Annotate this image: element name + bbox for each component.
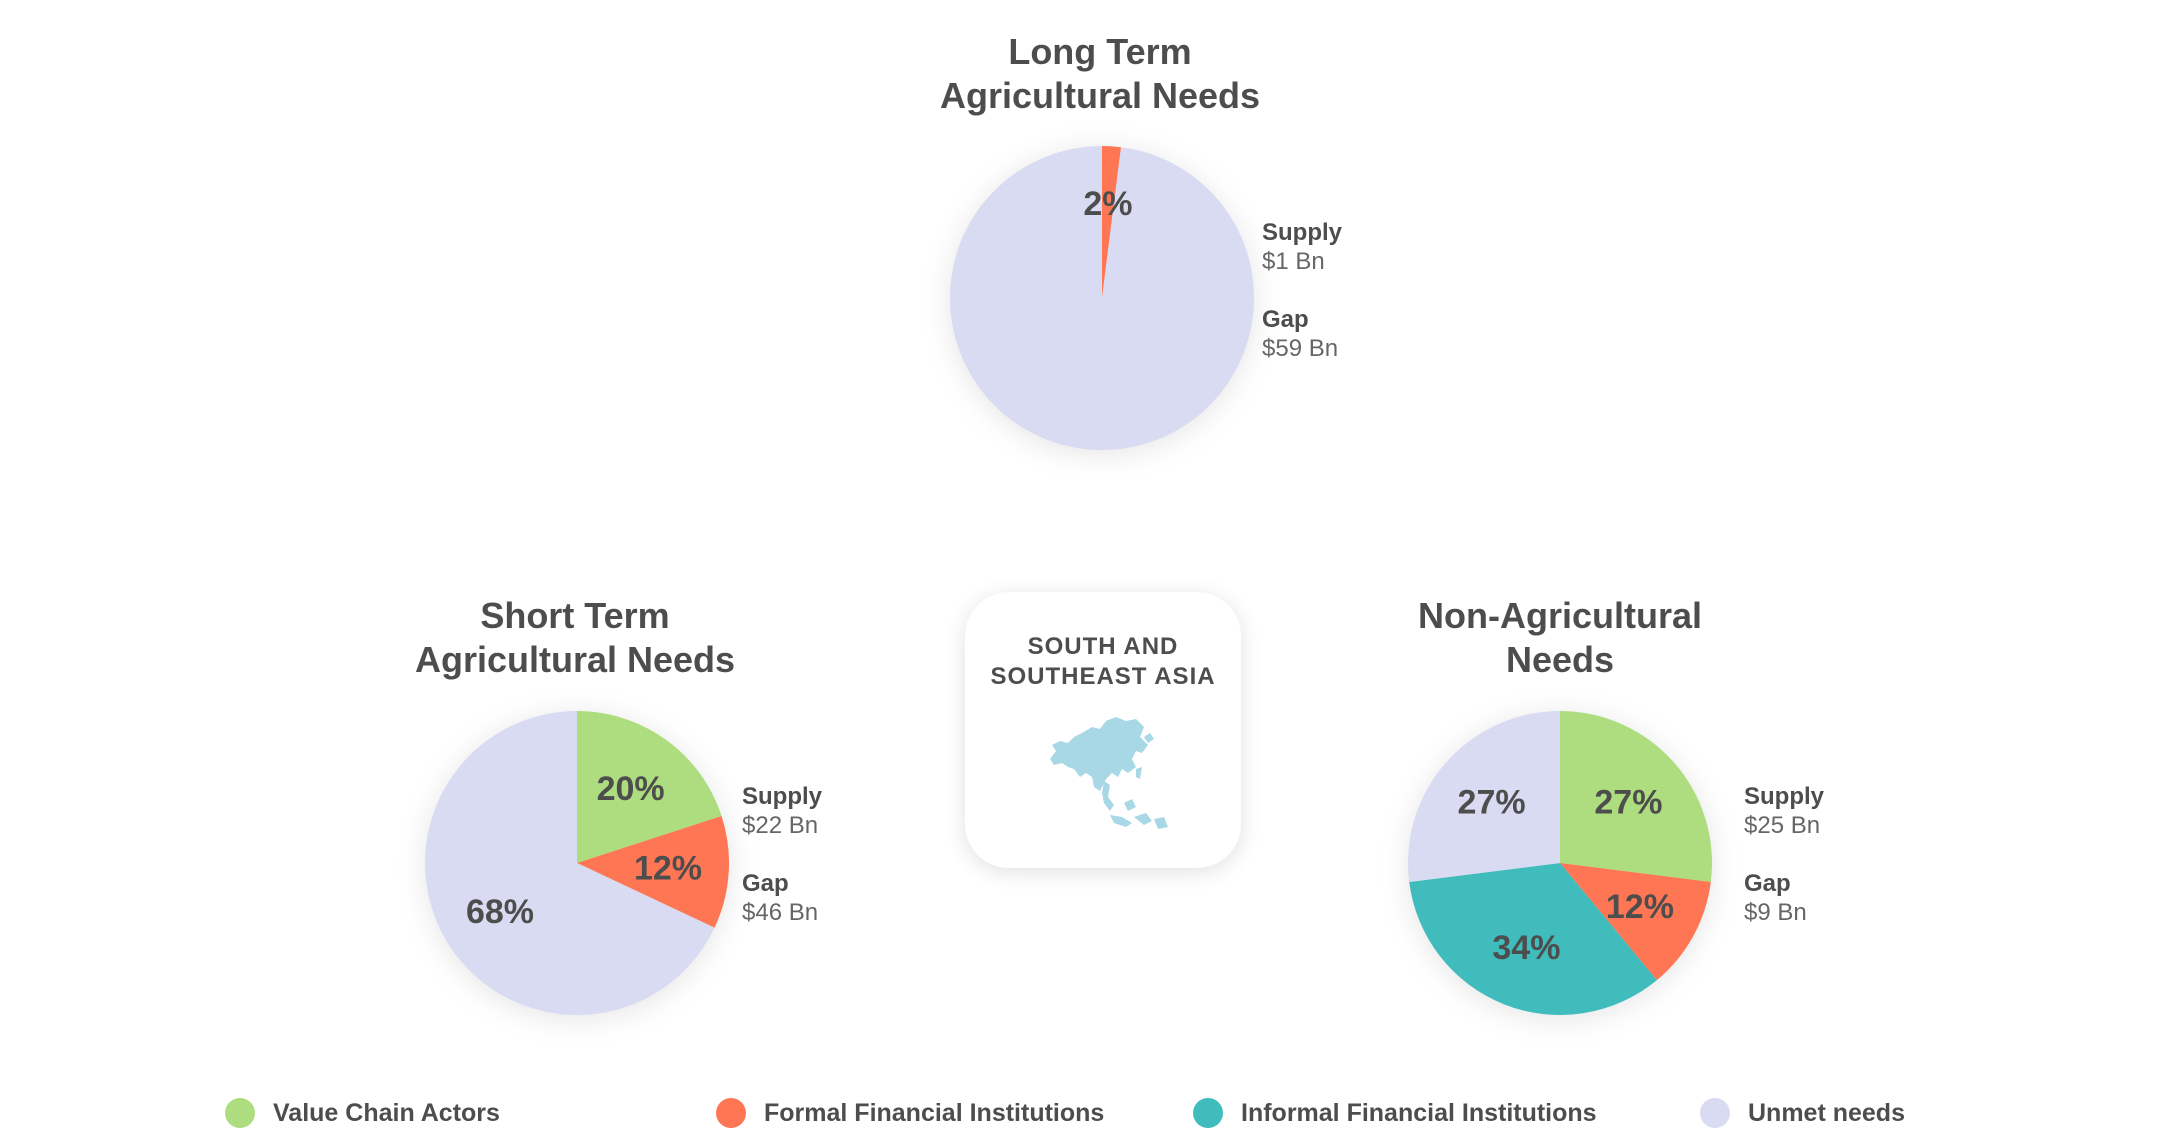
legend-item-value-chain: Value Chain Actors	[225, 1098, 500, 1128]
asia-map-icon	[1050, 717, 1168, 829]
supply-gap-long-term: Supply $1 Bn Gap $59 Bn	[1262, 218, 1342, 392]
chart-title-line1: Non-Agricultural	[1418, 595, 1702, 636]
pie-slice-label: 20%	[597, 770, 665, 808]
legend-swatch	[716, 1098, 746, 1128]
legend-label: Informal Financial Institutions	[1241, 1098, 1597, 1127]
pie-slice	[1102, 146, 1122, 298]
pie-slice	[1408, 711, 1560, 883]
supply-label: Supply	[742, 783, 823, 810]
pie-slice	[1560, 711, 1712, 883]
legend-swatch	[1700, 1098, 1730, 1128]
gap-label: Gap	[742, 870, 789, 897]
supply-value: $25 Bn	[1744, 812, 1821, 839]
pie-slice-label: 27%	[1458, 784, 1526, 822]
gap-value: $46 Bn	[742, 899, 819, 926]
pie-slice-label: 2%	[1083, 185, 1132, 223]
legend-swatch	[1193, 1098, 1223, 1128]
region-title-line2: SOUTHEAST ASIA	[990, 663, 1216, 690]
gap-label: Gap	[1744, 870, 1791, 897]
supply-label: Supply	[1262, 219, 1343, 246]
pie-slice-label: 12%	[634, 850, 702, 888]
pie-slice	[1560, 863, 1711, 981]
chart-title-line1: Long Term	[1008, 31, 1192, 72]
pie-slice	[1409, 863, 1657, 1015]
pie-slice	[950, 146, 1254, 450]
chart-title-short-term: Short Term Agricultural Needs	[365, 594, 785, 682]
supply-value: $1 Bn	[1262, 248, 1325, 275]
chart-title-line1: Short Term	[480, 595, 670, 636]
pie-slice	[577, 711, 722, 863]
chart-title-line2: Agricultural Needs	[414, 639, 736, 680]
legend-item-unmet: Unmet needs	[1700, 1098, 1905, 1128]
legend-label: Unmet needs	[1748, 1098, 1905, 1127]
supply-label: Supply	[1744, 783, 1825, 810]
pie-chart-non-agricultural: 27% 12% 34% 27%	[1408, 711, 1712, 1015]
gap-value: $59 Bn	[1262, 335, 1339, 362]
pie-chart-short-term: 20% 12% 68%	[425, 711, 729, 1015]
region-card: SOUTH AND SOUTHEAST ASIA	[965, 592, 1241, 868]
supply-gap-short-term: Supply $22 Bn Gap $46 Bn	[742, 782, 822, 956]
chart-title-non-agricultural: Non-Agricultural Needs	[1350, 594, 1770, 682]
region-title-line1: SOUTH AND	[1027, 633, 1179, 660]
region-title: SOUTH AND SOUTHEAST ASIA	[965, 632, 1241, 692]
legend-item-formal: Formal Financial Institutions	[716, 1098, 1104, 1128]
pie-slice	[425, 711, 715, 1015]
pie-slice-label: 34%	[1492, 929, 1560, 967]
legend-item-informal: Informal Financial Institutions	[1193, 1098, 1597, 1128]
legend: Value Chain Actors Formal Financial Inst…	[0, 1098, 2160, 1130]
legend-label: Formal Financial Institutions	[764, 1098, 1105, 1127]
chart-title-long-term: Long Term Agricultural Needs	[890, 30, 1310, 118]
supply-gap-non-agricultural: Supply $25 Bn Gap $9 Bn	[1744, 782, 1824, 956]
pie-slice	[577, 816, 729, 928]
pie-slice-label: 68%	[466, 893, 534, 931]
gap-value: $9 Bn	[1744, 899, 1807, 926]
pie-slice-label: 27%	[1594, 784, 1662, 822]
legend-swatch	[225, 1098, 255, 1128]
legend-label: Value Chain Actors	[273, 1098, 500, 1127]
pie-chart-long-term: 2%	[950, 146, 1254, 450]
pie-slice-label: 12%	[1606, 888, 1674, 926]
chart-title-line2: Agricultural Needs	[939, 75, 1261, 116]
supply-value: $22 Bn	[742, 812, 819, 839]
gap-label: Gap	[1262, 306, 1309, 333]
chart-title-line2: Needs	[1505, 639, 1615, 680]
